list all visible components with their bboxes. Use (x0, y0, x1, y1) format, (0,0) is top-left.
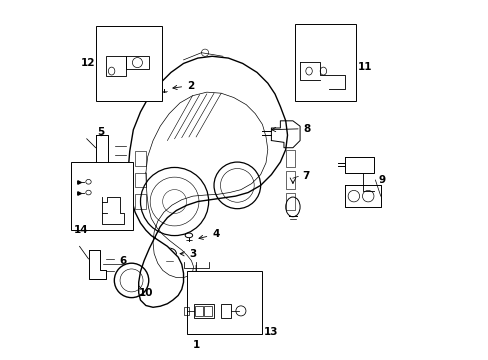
Bar (221, 304, 231, 318)
Bar (96, 26, 162, 101)
Bar (194, 304, 214, 318)
Bar (70, 162, 133, 230)
Bar (184, 307, 188, 315)
Bar (106, 56, 125, 76)
Text: 5: 5 (97, 127, 104, 136)
Text: 3: 3 (180, 249, 196, 259)
Bar (135, 194, 145, 209)
Text: 6: 6 (119, 256, 126, 266)
Text: 10: 10 (139, 288, 153, 298)
Text: 7: 7 (301, 171, 308, 181)
Bar (285, 193, 294, 211)
Text: 12: 12 (81, 58, 96, 68)
Text: 2: 2 (173, 81, 194, 91)
Polygon shape (128, 56, 287, 307)
Bar (294, 24, 355, 101)
Bar (135, 173, 145, 187)
Text: 11: 11 (357, 62, 371, 72)
Bar (285, 171, 294, 189)
Bar (125, 56, 149, 69)
Text: 4: 4 (199, 229, 219, 239)
Text: 1: 1 (192, 340, 199, 350)
Bar (285, 149, 294, 167)
Bar (187, 271, 262, 334)
Bar (203, 306, 211, 316)
Text: 9: 9 (378, 175, 386, 185)
Text: 14: 14 (74, 225, 88, 235)
Bar (195, 306, 203, 316)
Text: 13: 13 (264, 327, 278, 337)
Bar (135, 151, 145, 166)
Text: 8: 8 (271, 123, 310, 134)
